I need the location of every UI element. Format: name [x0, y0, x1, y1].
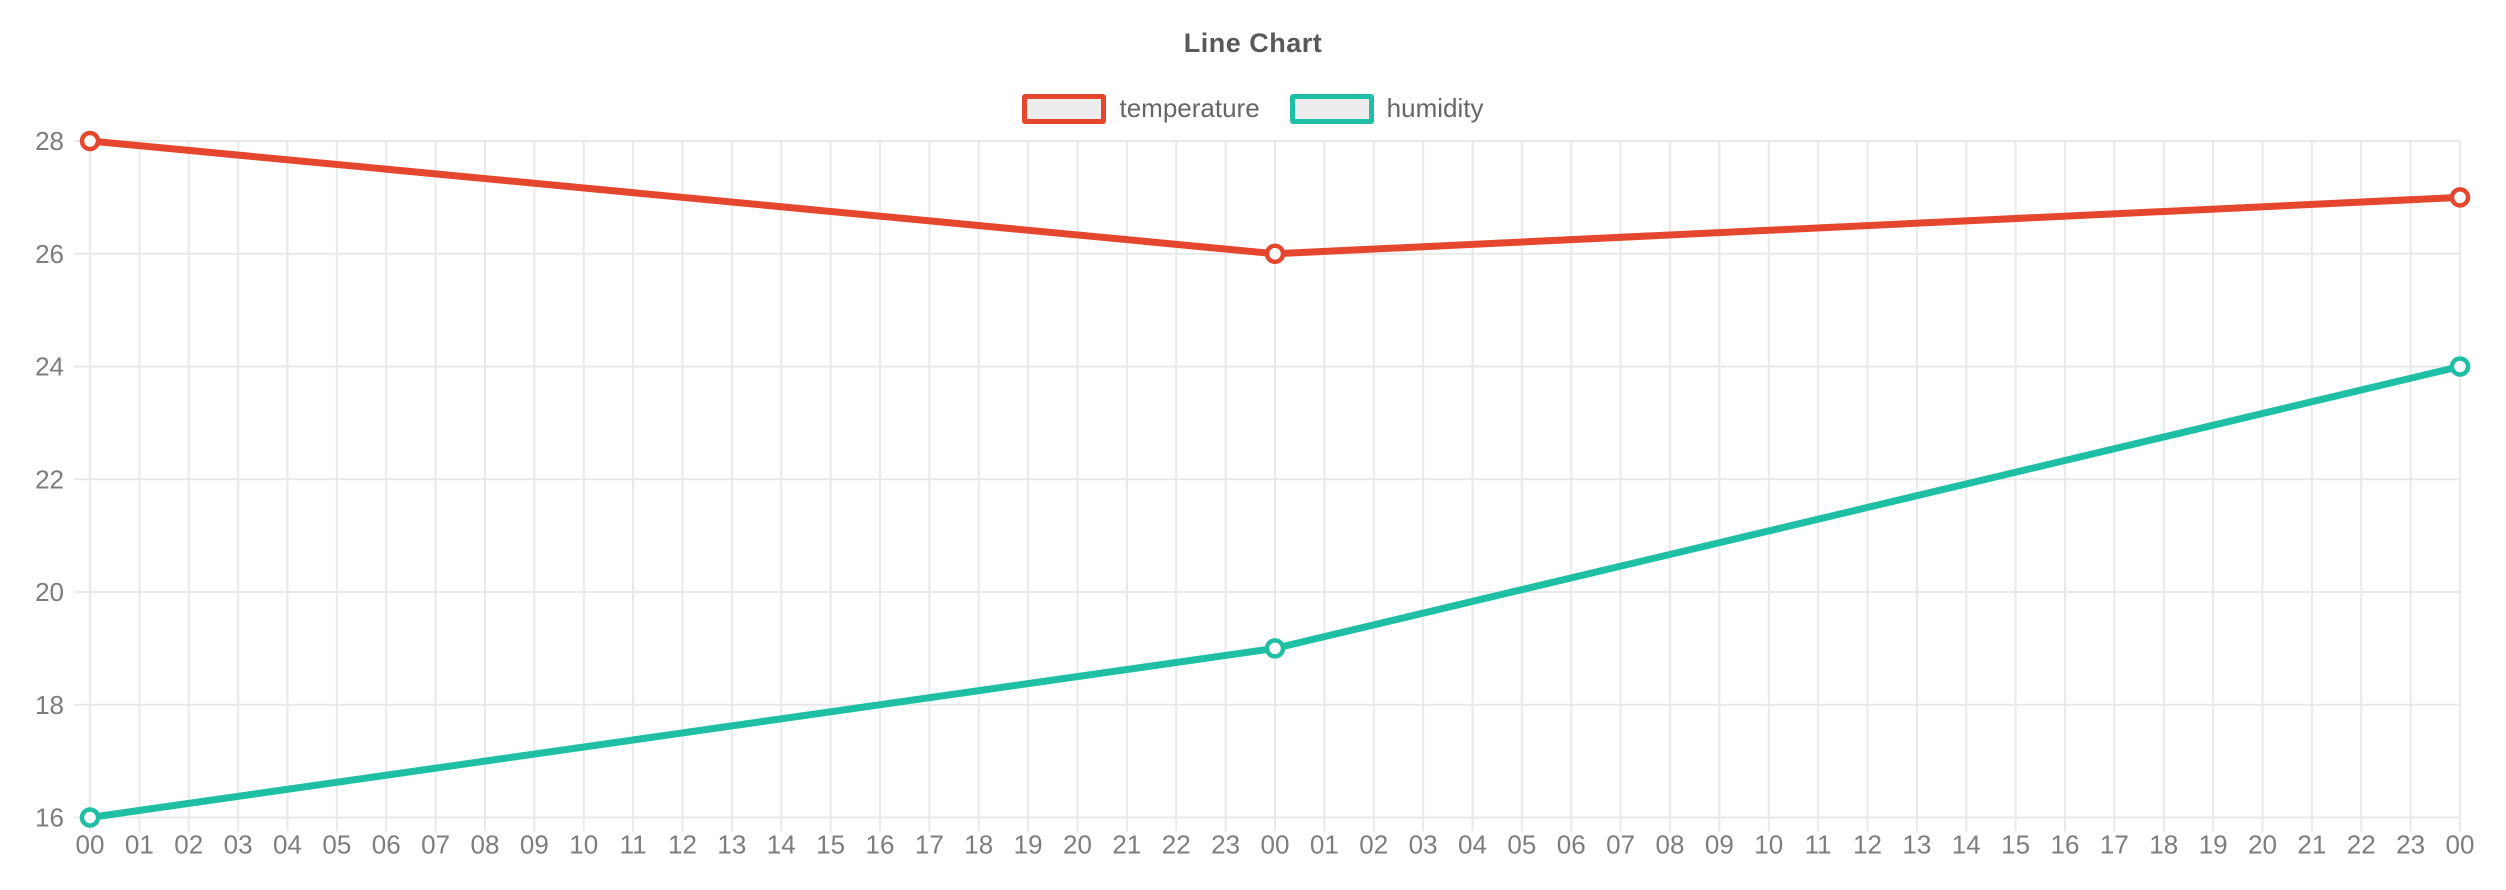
x-tick-label: 11	[620, 830, 647, 860]
x-tick-label: 21	[1112, 830, 1141, 860]
y-tick-label: 18	[35, 690, 64, 720]
x-tick-label: 08	[1656, 830, 1685, 860]
chart-legend: temperature humidity	[0, 93, 2506, 124]
y-tick-label: 28	[35, 126, 64, 156]
x-tick-label: 22	[1162, 830, 1191, 860]
x-tick-label: 03	[1409, 830, 1438, 860]
x-tick-label: 08	[471, 830, 500, 860]
x-tick-label: 00	[76, 830, 105, 860]
x-tick-label: 04	[1458, 830, 1487, 860]
x-tick-label: 07	[421, 830, 450, 860]
legend-swatch-temperature	[1022, 93, 1107, 124]
x-axis-labels: 00 01 02 03 04 05 06 07 08 09 10 11 12 13 14 15 16 17 18 19…	[76, 830, 2475, 860]
x-tick-label: 16	[2051, 830, 2080, 860]
x-tick-label: 00	[1261, 830, 1290, 860]
x-tick-label: 10	[1754, 830, 1783, 860]
data-point-temperature[interactable]	[79, 130, 101, 152]
x-tick-label: 05	[322, 830, 351, 860]
x-tick-label: 02	[1359, 830, 1388, 860]
x-tick-label: 06	[1557, 830, 1586, 860]
legend-label-temperature: temperature	[1119, 93, 1260, 123]
x-tick-label: 15	[816, 830, 845, 860]
x-tick-label: 12	[668, 830, 697, 860]
x-tick-label: 22	[2347, 830, 2376, 860]
x-tick-label: 14	[1952, 830, 1981, 860]
x-tick-label: 10	[569, 830, 598, 860]
x-tick-label: 20	[1063, 830, 1092, 860]
x-tick-label: 11	[1805, 830, 1832, 860]
y-axis-labels: 16 18 20 22 24 26 28	[35, 126, 64, 833]
y-tick-label: 20	[35, 577, 64, 607]
x-tick-label: 04	[273, 830, 302, 860]
x-tick-label: 19	[1014, 830, 1043, 860]
data-point-humidity[interactable]	[2449, 356, 2471, 377]
y-tick-label: 26	[35, 239, 64, 269]
gridlines	[74, 140, 2461, 832]
x-tick-label: 09	[1705, 830, 1734, 860]
x-tick-label: 15	[2001, 830, 2030, 860]
data-point-temperature[interactable]	[1264, 243, 1286, 264]
x-tick-label: 20	[2248, 830, 2277, 860]
x-tick-label: 05	[1507, 830, 1536, 860]
chart-title: Line Chart	[1183, 28, 1323, 58]
y-tick-label: 24	[35, 352, 64, 382]
x-tick-label: 12	[1853, 830, 1882, 860]
x-tick-label: 14	[767, 830, 796, 860]
legend-label-humidity: humidity	[1386, 93, 1484, 123]
x-tick-label: 09	[520, 830, 549, 860]
legend-item-humidity[interactable]: humidity	[1289, 93, 1484, 124]
x-tick-label: 01	[1310, 830, 1339, 860]
x-tick-label: 13	[1902, 830, 1931, 860]
x-tick-label: 23	[2396, 830, 2425, 860]
y-tick-label: 16	[35, 803, 64, 833]
x-tick-label: 16	[866, 830, 895, 860]
x-tick-label: 07	[1606, 830, 1635, 860]
data-point-humidity[interactable]	[1264, 638, 1286, 659]
x-tick-label: 02	[174, 830, 203, 860]
data-point-humidity[interactable]	[79, 807, 101, 828]
x-tick-label: 17	[2100, 830, 2129, 860]
x-tick-label: 17	[915, 830, 944, 860]
x-tick-label: 19	[2199, 830, 2228, 860]
x-tick-label: 03	[224, 830, 253, 860]
x-tick-label: 18	[964, 830, 993, 860]
x-tick-label: 01	[125, 830, 154, 860]
x-tick-label: 00	[2446, 830, 2475, 860]
y-tick-label: 22	[35, 464, 64, 494]
legend-item-temperature[interactable]: temperature	[1022, 93, 1260, 124]
x-tick-label: 21	[2297, 830, 2326, 860]
data-point-temperature[interactable]	[2449, 187, 2471, 208]
x-tick-label: 18	[2149, 830, 2178, 860]
legend-swatch-humidity	[1289, 93, 1374, 124]
x-tick-label: 13	[717, 830, 746, 860]
x-tick-label: 06	[372, 830, 401, 860]
x-tick-label: 23	[1211, 830, 1240, 860]
